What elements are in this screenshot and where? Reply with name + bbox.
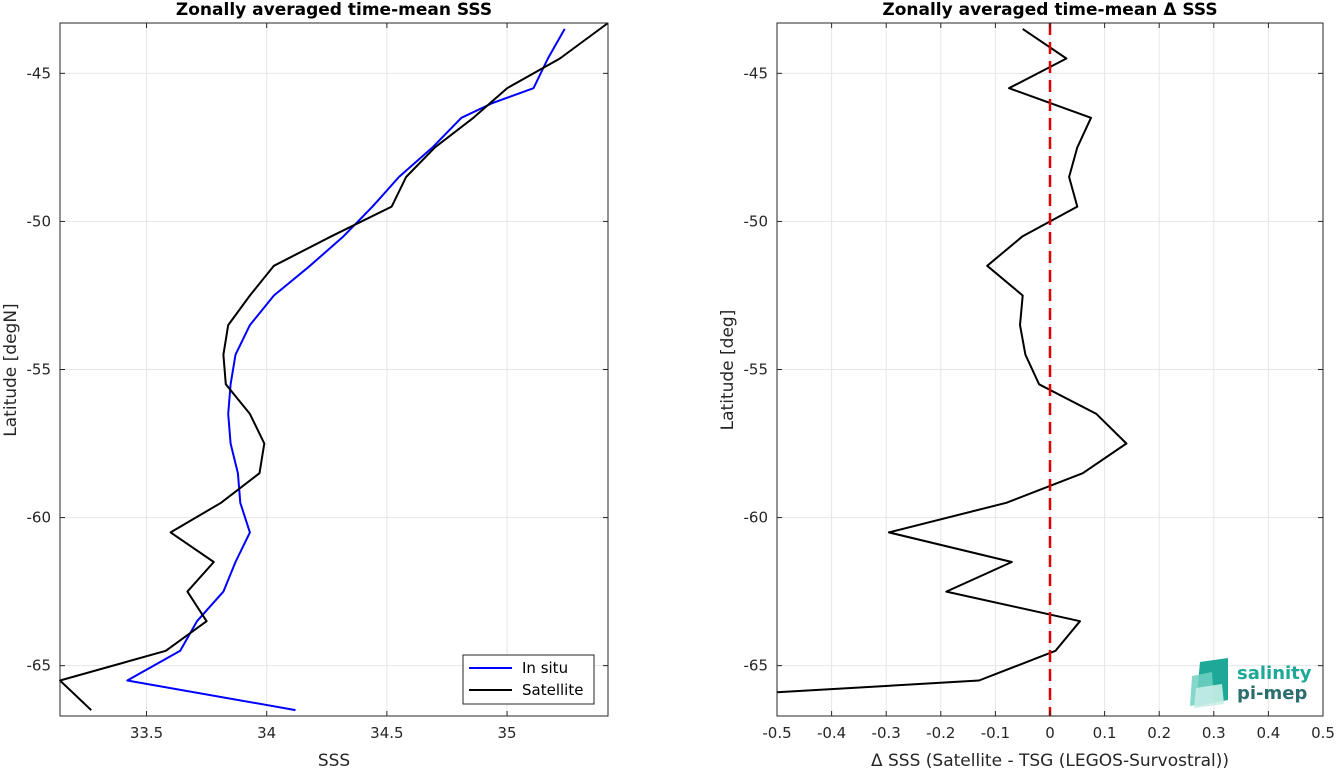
right-x-tick-label: 0.1 [1093, 724, 1117, 742]
left-y-tick-label: -60 [27, 509, 52, 527]
left-x-tick-label: 34 [257, 724, 276, 742]
right-y-axis-label: Latitude [deg] [718, 310, 738, 431]
right-panel: -0.5 -0.4 -0.3 -0.2 -0.1 0 0.1 0.2 0.3 0.4 0.5 -45 -… [718, 0, 1335, 769]
right-chart-title: Zonally averaged time-mean Δ SSS [882, 0, 1217, 20]
legend-box [462, 654, 595, 705]
right-y-tick-label: -60 [744, 509, 769, 527]
right-y-tick-label: -50 [744, 212, 769, 230]
left-y-axis-label: Latitude [degN] [1, 303, 21, 436]
right-x-axis-label: Δ SSS (Satellite - TSG (LEGOS-Survostral… [871, 751, 1229, 769]
legend-label-in-situ: In situ [522, 659, 568, 677]
left-ticks: 33.5 34 34.5 35 -45 -50 -55 -60 -65 [27, 23, 608, 742]
logo-mark-icon [1190, 658, 1228, 708]
right-x-tick-label: 0.3 [1202, 724, 1226, 742]
left-y-tick-label: -65 [27, 657, 52, 675]
left-x-tick-label: 35 [498, 724, 517, 742]
left-chart-title: Zonally averaged time-mean SSS [176, 0, 492, 20]
left-y-tick-label: -50 [27, 212, 52, 230]
right-series [776, 23, 1128, 716]
right-series-line-delta-sss [776, 28, 1128, 694]
right-y-tick-label: -55 [744, 361, 769, 379]
right-x-tick-label: -0.4 [817, 724, 846, 742]
legend-label-satellite: Satellite [522, 681, 583, 699]
right-ticks: -0.5 -0.4 -0.3 -0.2 -0.1 0 0.1 0.2 0.3 0.4 0.5 -45 -… [744, 23, 1335, 742]
right-x-tick-label: 0.2 [1147, 724, 1171, 742]
right-x-tick-label: -0.2 [926, 724, 955, 742]
right-x-tick-label: 0.4 [1256, 724, 1280, 742]
right-x-tick-label: -0.3 [872, 724, 901, 742]
legend: In situ Satellite [462, 654, 595, 705]
left-panel: 33.5 34 34.5 35 -45 -50 -55 -60 -65 Zonally aver… [1, 0, 609, 769]
left-y-tick-label: -45 [27, 64, 52, 82]
right-x-tick-label: 0.5 [1311, 724, 1335, 742]
logo-text-salinity: salinity [1237, 663, 1312, 684]
left-x-axis-label: SSS [318, 751, 350, 769]
left-series [59, 22, 609, 712]
right-y-tick-label: -65 [744, 657, 769, 675]
logo-text-pi-mep: pi-mep [1237, 683, 1307, 704]
left-series-line-in-situ [126, 28, 566, 712]
left-grid [60, 23, 608, 716]
left-x-tick-label: 33.5 [130, 724, 163, 742]
left-y-tick-label: -55 [27, 361, 52, 379]
left-x-tick-label: 34.5 [370, 724, 403, 742]
right-x-tick-label: -0.1 [981, 724, 1010, 742]
right-y-tick-label: -45 [744, 64, 769, 82]
right-x-tick-label: 0 [1045, 724, 1055, 742]
left-series-line-satellite [59, 22, 609, 711]
right-x-tick-label: -0.5 [762, 724, 791, 742]
salinity-pi-mep-logo: salinity pi-mep [1190, 658, 1312, 708]
